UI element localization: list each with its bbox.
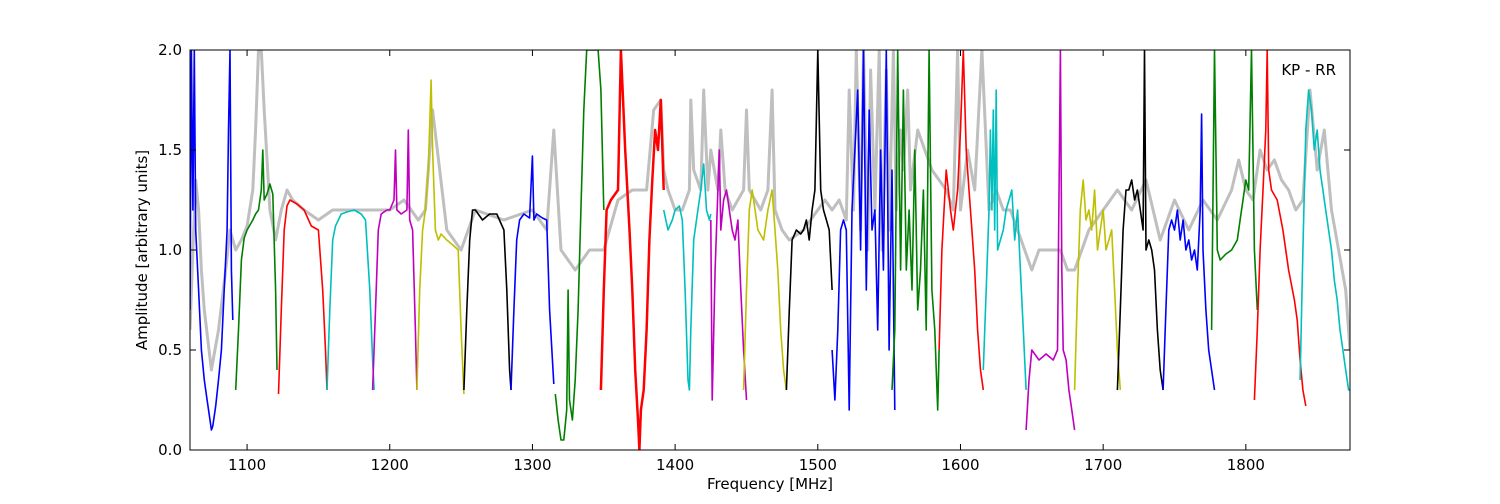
y-tick-label: 1.0 xyxy=(158,241,182,259)
series-line-7 xyxy=(463,209,512,391)
series-line-14 xyxy=(785,50,833,391)
series-line-10 xyxy=(599,50,665,450)
series-line-22 xyxy=(1162,113,1216,391)
y-axis-title: Amplitude [arbitrary units] xyxy=(133,150,151,350)
series-line-15 xyxy=(831,50,896,411)
x-axis-title: Frequency [MHz] xyxy=(707,475,833,493)
series-line-4 xyxy=(326,209,375,391)
series-line-6 xyxy=(416,79,465,395)
series-line-18 xyxy=(982,89,1027,391)
x-tick-label: 1200 xyxy=(371,456,409,474)
series-line-20 xyxy=(1073,179,1122,391)
background-trace-line xyxy=(190,50,1350,372)
series-line-19 xyxy=(1025,50,1076,431)
series-line-5 xyxy=(371,129,418,391)
series-line-23 xyxy=(1210,50,1259,331)
series-line-13 xyxy=(742,189,788,391)
series-line-17 xyxy=(938,50,985,391)
y-tick-label: 0.0 xyxy=(158,441,182,459)
background-trace-layer xyxy=(190,50,1350,372)
series-line-25 xyxy=(1299,89,1350,391)
x-tick-label: 1700 xyxy=(1084,456,1122,474)
series-line-8 xyxy=(510,155,555,391)
x-tick-label: 1800 xyxy=(1227,456,1265,474)
series-line-2 xyxy=(234,149,278,391)
x-tick-label: 1100 xyxy=(228,456,266,474)
series-line-16 xyxy=(891,50,940,411)
y-tick-label: 2.0 xyxy=(158,41,182,59)
series-line-9 xyxy=(554,50,605,441)
y-tick-label: 0.5 xyxy=(158,341,182,359)
x-axis: 1100 1200 1300 1400 1500 1600 1700 1800 xyxy=(228,50,1265,474)
x-tick-label: 1600 xyxy=(941,456,979,474)
y-tick-label: 1.5 xyxy=(158,141,182,159)
series-layer xyxy=(190,50,1350,450)
chart-annotation: KP - RR xyxy=(1281,61,1336,79)
x-tick-label: 1400 xyxy=(656,456,694,474)
series-line-12 xyxy=(710,149,748,401)
series-line-24 xyxy=(1253,50,1307,407)
series-line-1 xyxy=(190,50,234,431)
series-line-11 xyxy=(662,163,712,391)
x-tick-label: 1300 xyxy=(513,456,551,474)
series-line-21 xyxy=(1116,50,1164,391)
x-tick-label: 1500 xyxy=(799,456,837,474)
series-line-3 xyxy=(277,199,328,395)
y-axis: 0.0 0.5 1.0 1.5 2.0 xyxy=(158,41,1350,459)
